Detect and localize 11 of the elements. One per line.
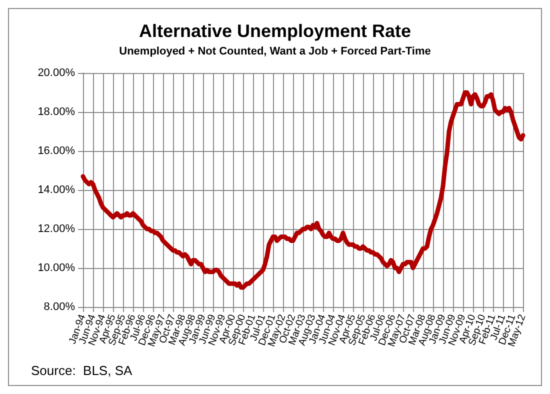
y-tick-label: 8.00% <box>44 301 76 313</box>
chart-title: Alternative Unemployment Rate <box>138 21 412 41</box>
chart-subtitle: Unemployed + Not Counted, Want a Job + Forced Part-Time <box>119 46 431 58</box>
source-note: Source: BLS, SA <box>31 363 132 378</box>
y-tick-label: 18.00% <box>38 106 76 118</box>
y-tick-label: 16.00% <box>38 145 76 157</box>
y-tick-label: 14.00% <box>38 184 76 196</box>
y-tick-label: 20.00% <box>38 67 76 79</box>
line-series <box>80 90 526 290</box>
y-tick-label: 10.00% <box>38 262 76 274</box>
y-tick-label: 12.00% <box>38 223 76 235</box>
